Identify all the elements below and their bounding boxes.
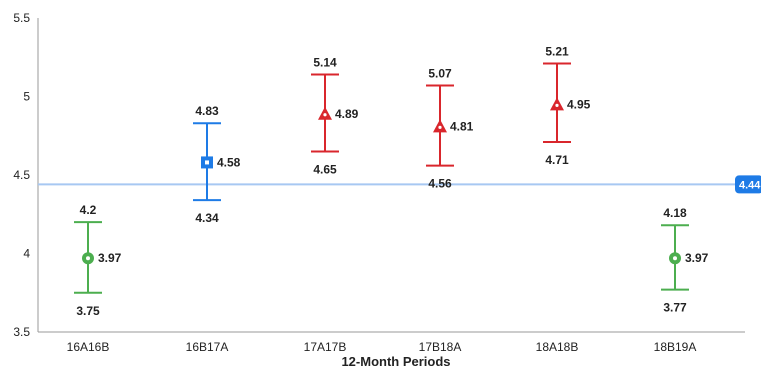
circle-marker-center — [673, 256, 677, 261]
x-axis-title: 12-Month Periods — [341, 354, 450, 369]
value-label: 4.81 — [450, 119, 474, 133]
y-tick-labels: 3.5 4 4.5 5 5.5 — [13, 11, 30, 339]
error-bar-point-16B17A: 4.83 4.58 4.34 — [193, 104, 241, 225]
lower-bound-label: 4.71 — [545, 153, 569, 167]
square-marker-center — [205, 160, 209, 165]
value-label: 3.97 — [98, 251, 122, 265]
lower-bound-label: 4.34 — [195, 211, 219, 225]
error-bar-point-18A18B: 5.21 4.95 4.71 — [543, 45, 591, 167]
reference-badge — [735, 175, 761, 194]
y-tick-label: 3.5 — [13, 325, 30, 339]
x-tick-label: 17A17B — [304, 340, 347, 354]
upper-bound-label: 4.18 — [663, 206, 687, 220]
value-label: 3.97 — [685, 251, 709, 265]
x-tick-label: 18A18B — [536, 340, 579, 354]
lower-bound-label: 3.75 — [76, 304, 100, 318]
error-bar-point-16A16B: 4.2 3.97 3.75 — [74, 203, 122, 318]
data-points: 4.2 3.97 3.75 4.83 4.58 4.34 5.14 4.89 4.65 5.07 4… — [74, 45, 709, 318]
y-tick-label: 5.5 — [13, 11, 30, 25]
upper-bound-label: 5.14 — [313, 56, 337, 70]
upper-bound-label: 4.2 — [80, 203, 97, 217]
reference-line-group: 4.44 — [38, 175, 761, 194]
upper-bound-label: 5.21 — [545, 45, 569, 59]
x-tick-label: 16B17A — [186, 340, 229, 354]
upper-bound-label: 5.07 — [428, 67, 452, 81]
x-tick-label: 16A16B — [67, 340, 110, 354]
x-tick-labels: 16A16B 16B17A 17A17B 17B18A 18A18B 18B19A — [67, 340, 697, 354]
y-tick-label: 5 — [23, 90, 30, 104]
triangle-marker-center — [555, 103, 559, 107]
error-bar-point-18B19A: 4.18 3.97 3.77 — [661, 206, 709, 315]
lower-bound-label: 4.56 — [428, 177, 452, 191]
triangle-marker-center — [438, 125, 442, 129]
circle-marker-center — [86, 256, 90, 261]
lower-bound-label: 3.77 — [663, 301, 687, 315]
value-label: 4.89 — [335, 107, 359, 121]
value-label: 4.95 — [567, 97, 591, 111]
error-bar-point-17B18A: 5.07 4.81 4.56 — [426, 67, 474, 191]
triangle-marker-center — [323, 113, 327, 117]
error-bar-point-17A17B: 5.14 4.89 4.65 — [311, 56, 359, 176]
reference-label: 4.44 — [739, 179, 761, 191]
upper-bound-label: 4.83 — [195, 104, 219, 118]
x-tick-label: 17B18A — [419, 340, 462, 354]
y-tick-label: 4.5 — [13, 168, 30, 182]
y-tick-label: 4 — [23, 247, 30, 261]
x-tick-label: 18B19A — [654, 340, 697, 354]
lower-bound-label: 4.65 — [313, 162, 337, 176]
value-label: 4.58 — [217, 155, 241, 169]
